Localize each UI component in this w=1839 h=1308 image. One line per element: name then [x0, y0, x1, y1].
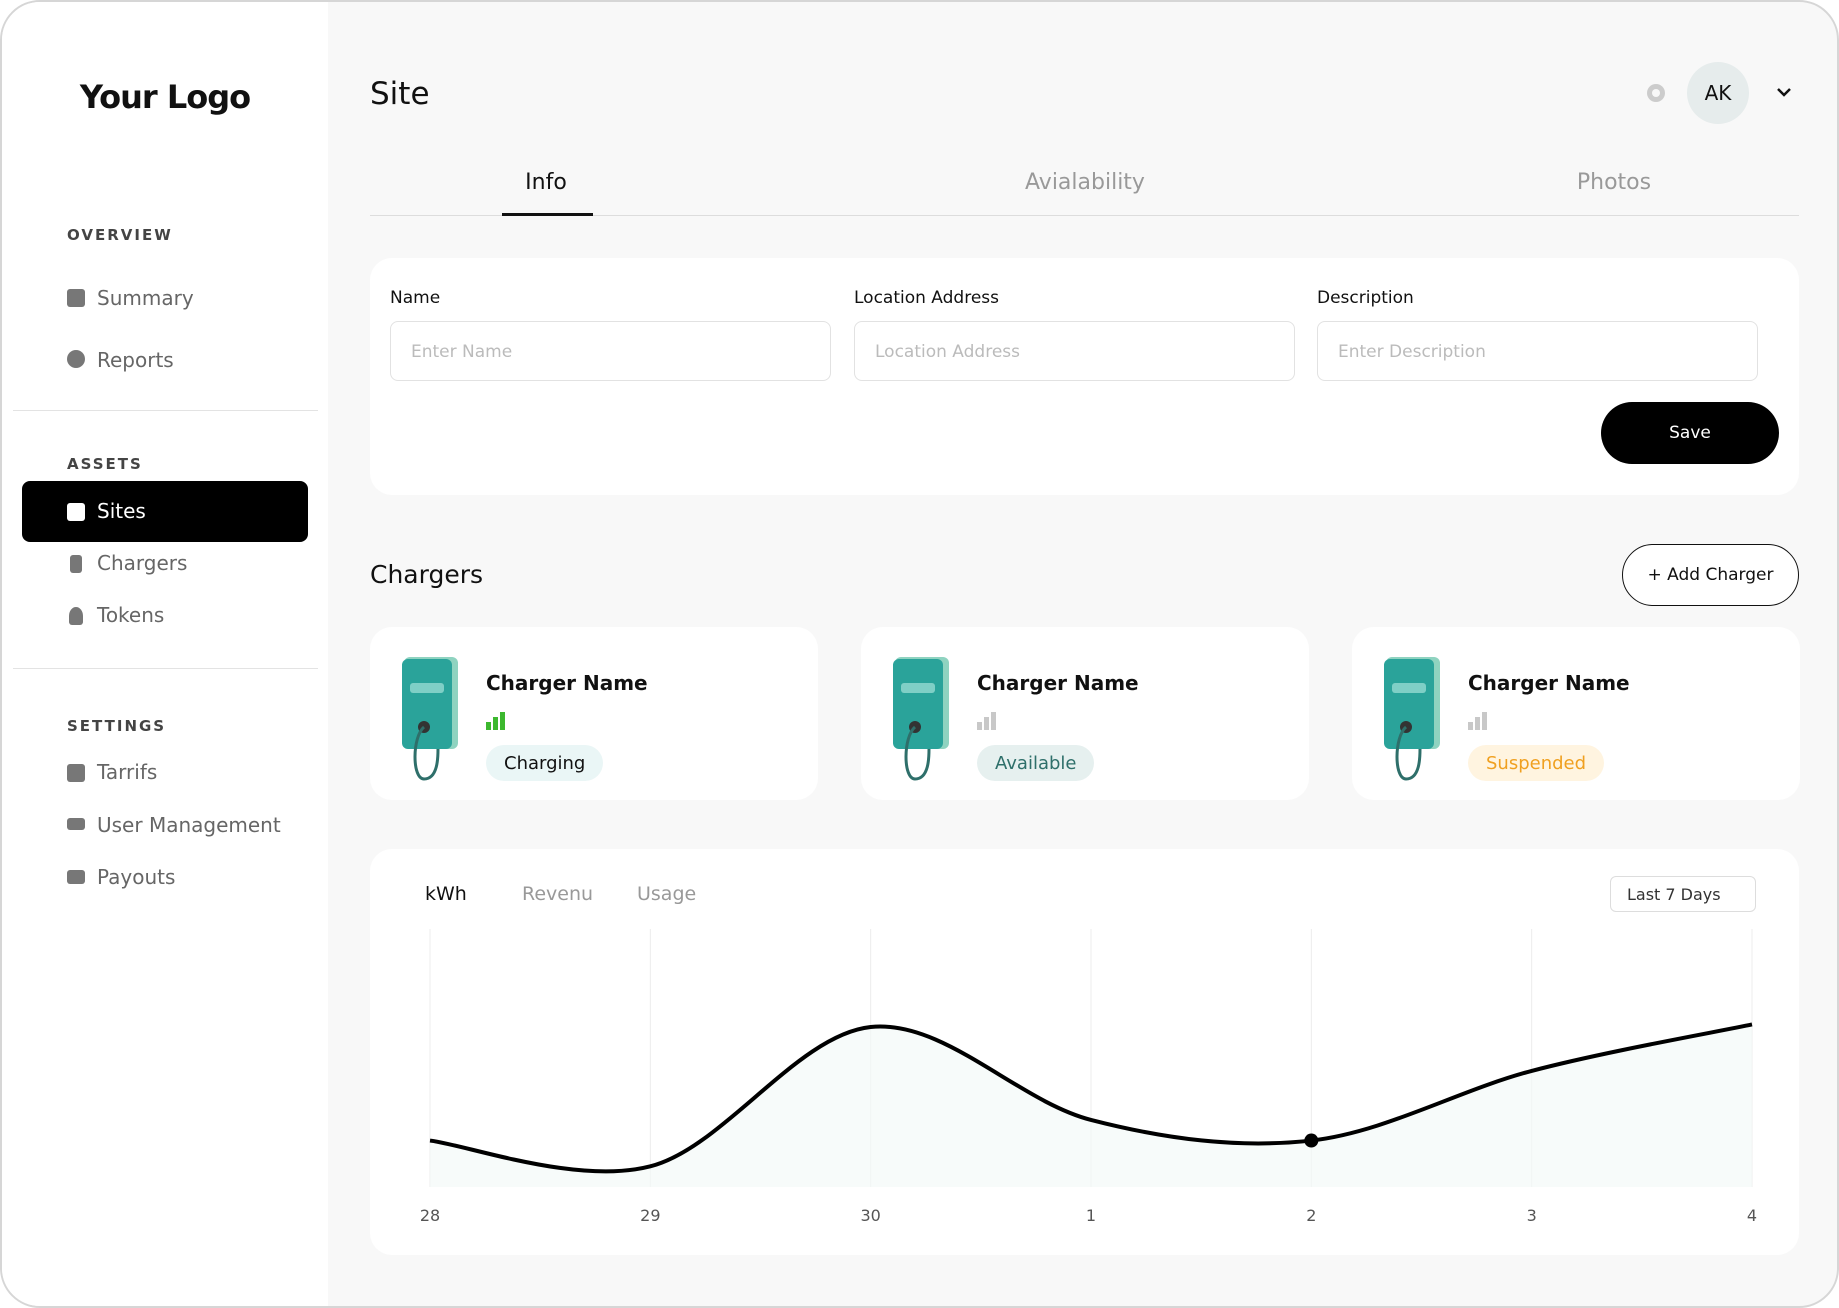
- save-button[interactable]: Save: [1601, 402, 1779, 464]
- nav-item[interactable]: Reports: [97, 348, 174, 372]
- range-dropdown[interactable]: Last 7 Days: [1610, 876, 1756, 912]
- nav-item[interactable]: Payouts: [97, 865, 176, 889]
- icon: [67, 289, 85, 307]
- tab[interactable]: Photos: [1576, 170, 1652, 195]
- chart-tab[interactable]: Revenu: [522, 883, 594, 905]
- text-input[interactable]: Enter Name: [390, 321, 831, 381]
- charger-name: Charger Name: [1468, 671, 1630, 695]
- section-title: ASSETS: [67, 455, 143, 473]
- section-heading: Chargers: [370, 560, 484, 589]
- chart-tab[interactable]: kWh: [425, 883, 467, 905]
- sidebar: Your Logo OVERVIEW Summary Reports ASSET…: [2, 2, 328, 1306]
- divider: [13, 668, 318, 669]
- add-charger-button[interactable]: + Add Charger: [1622, 544, 1799, 606]
- field-label: Name: [390, 288, 441, 308]
- nav-item[interactable]: Sites: [97, 499, 146, 523]
- status-badge: Available: [977, 745, 1095, 781]
- chart-card: [370, 849, 1799, 1255]
- section-title: SETTINGS: [67, 717, 167, 735]
- signal-icon: [1468, 712, 1488, 730]
- nav-item[interactable]: Chargers: [97, 551, 188, 575]
- charger-name: Charger Name: [977, 671, 1139, 695]
- icon: [70, 555, 82, 573]
- icon: [67, 870, 85, 884]
- charger-name: Charger Name: [486, 671, 648, 695]
- field-label: Location Address: [854, 288, 1000, 308]
- icon: [67, 818, 85, 830]
- tab-underline: [502, 213, 593, 216]
- charger-icon: [402, 657, 458, 782]
- tab-divider: [370, 215, 1799, 216]
- section-title: OVERVIEW: [67, 226, 173, 244]
- tab[interactable]: Info: [525, 170, 567, 195]
- charger-icon: [1384, 657, 1440, 782]
- settings-icon[interactable]: [1645, 82, 1667, 104]
- page-title: Site: [370, 76, 430, 112]
- avatar[interactable]: AK: [1687, 62, 1749, 124]
- text-input[interactable]: Enter Description: [1317, 321, 1758, 381]
- icon: [67, 764, 85, 782]
- icon: [69, 607, 83, 625]
- field-label: Description: [1317, 288, 1414, 308]
- nav-active[interactable]: [22, 481, 308, 542]
- nav-item[interactable]: Tokens: [97, 603, 165, 627]
- chart-tab[interactable]: Usage: [637, 883, 697, 905]
- nav-item[interactable]: Summary: [97, 286, 194, 310]
- chevron[interactable]: [1776, 86, 1792, 98]
- status-badge: Suspended: [1468, 745, 1605, 781]
- icon: [67, 350, 85, 368]
- status-badge: Charging: [486, 745, 604, 781]
- signal-icon: [486, 712, 506, 730]
- divider: [13, 410, 318, 411]
- logo: Your Logo: [79, 78, 251, 116]
- signal-icon: [977, 712, 997, 730]
- icon: [67, 503, 85, 521]
- nav-item[interactable]: Tarrifs: [97, 760, 158, 784]
- nav-item[interactable]: User Management: [97, 813, 281, 837]
- tab[interactable]: Avialability: [1025, 170, 1145, 195]
- charger-icon: [893, 657, 949, 782]
- text-input[interactable]: Location Address: [854, 321, 1295, 381]
